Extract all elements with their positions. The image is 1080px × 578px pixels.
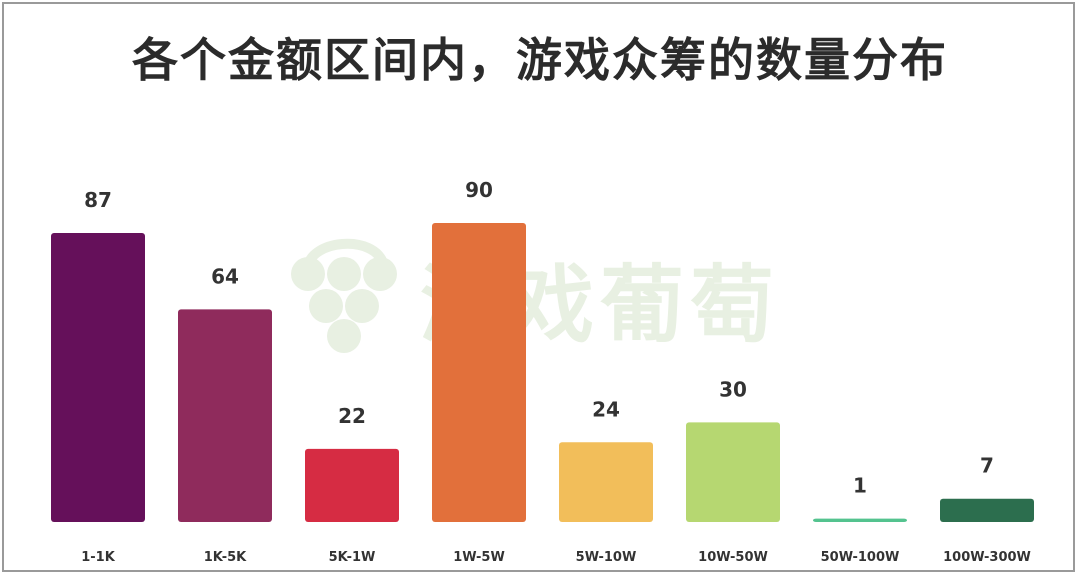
bar-10W-50W	[686, 422, 780, 522]
data-label-10W-50W: 30	[719, 377, 747, 401]
bar-100W-300W	[940, 498, 1034, 522]
data-label-50W-100W: 1	[853, 474, 867, 498]
data-label-1W-5W: 90	[465, 178, 493, 202]
bar-1K-5K	[178, 309, 272, 522]
data-label-5K-1W: 22	[338, 404, 366, 428]
x-tick-label-1-1K: 1-1K	[81, 550, 115, 565]
bar-1W-5W	[432, 223, 526, 522]
bar-50W-100W	[813, 518, 907, 522]
x-tick-label-100W-300W: 100W-300W	[943, 550, 1031, 565]
data-label-5W-10W: 24	[592, 397, 620, 421]
bar-1-1K	[51, 232, 145, 522]
grape-logo-watermark	[291, 238, 397, 353]
data-label-100W-300W: 7	[980, 454, 994, 478]
bar-5K-1W	[305, 448, 399, 522]
x-tick-label-5K-1W: 5K-1W	[329, 550, 376, 565]
x-tick-label-5W-10W: 5W-10W	[576, 550, 637, 565]
x-tick-label-1W-5W: 1W-5W	[453, 550, 505, 565]
x-tick-label-10W-50W: 10W-50W	[698, 550, 768, 565]
x-tick-label-50W-100W: 50W-100W	[821, 550, 900, 565]
data-label-1K-5K: 64	[211, 264, 239, 288]
x-tick-label-1K-5K: 1K-5K	[204, 550, 247, 565]
data-label-1-1K: 87	[84, 188, 112, 212]
bar-5W-10W	[559, 442, 653, 522]
chart-title: 各个金额区间内，游戏众筹的数量分布	[132, 33, 948, 87]
